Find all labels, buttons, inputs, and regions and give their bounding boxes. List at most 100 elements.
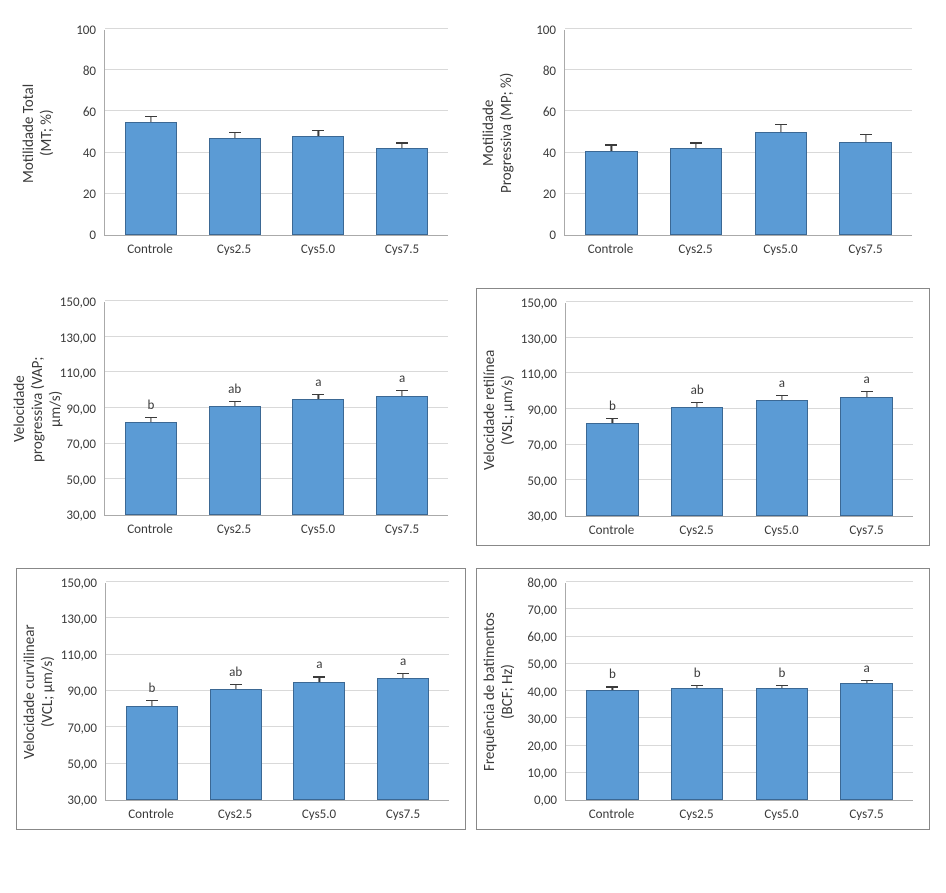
y-tick-label: 10,00 (527, 766, 557, 781)
bar-annotation: ab (229, 665, 242, 680)
bar (209, 138, 261, 235)
bar-annotation: b (694, 666, 701, 681)
bar-slot (277, 30, 361, 235)
bar (756, 400, 809, 516)
y-axis-label: Velocidade retilínea (VSL; μm/s) (479, 303, 519, 517)
plot-area: b ab a a (105, 583, 449, 801)
bar-annotation: b (778, 666, 785, 681)
y-axis-label: Frequência de batimentos (BCF; Hz) (479, 583, 519, 801)
bar-slot (739, 30, 824, 235)
y-tick-label: 80 (83, 64, 96, 79)
bar-slot: b (570, 303, 655, 516)
y-tick-label: 110,00 (60, 366, 96, 381)
y-axis-label: Velocidade progressiva (VAP; μm/s) (18, 302, 58, 516)
y-tick-label: 30,00 (66, 508, 96, 523)
x-tick-label: Cys2.5 (192, 242, 276, 257)
y-tick-label: 0 (89, 228, 96, 243)
x-tick-label: Controle (108, 242, 192, 257)
bar-slot (109, 30, 193, 235)
y-tick-label: 50,00 (527, 474, 557, 489)
x-tick-label: Controle (109, 807, 193, 822)
bar-slot: a (277, 302, 361, 515)
bar (756, 688, 809, 800)
bar-annotation: a (864, 372, 870, 387)
x-tick-label: Cys7.5 (360, 522, 444, 537)
x-tick-label: Controle (569, 523, 654, 538)
grid-line (105, 28, 448, 29)
x-tick-label: Cys7.5 (360, 242, 444, 257)
y-tick-label: 20 (83, 187, 96, 202)
x-tick-label: Cys2.5 (654, 523, 739, 538)
x-tick-label: Cys2.5 (654, 807, 739, 822)
bars-container: bbba (566, 583, 913, 800)
bar (126, 706, 178, 800)
bar-slot (193, 30, 277, 235)
bar-slot: a (824, 303, 909, 516)
bar (755, 132, 808, 235)
bar (585, 151, 638, 235)
bar-annotation: a (400, 654, 406, 669)
bars-container (565, 30, 912, 235)
bar (586, 423, 639, 516)
y-tick-label: 150,00 (61, 576, 97, 591)
x-tick-label: Controle (569, 807, 654, 822)
chart-panel-vsl: Velocidade retilínea (VSL; μm/s)150,0013… (476, 288, 930, 546)
y-tick-label: 130,00 (60, 331, 96, 346)
chart-panel-vcl: Velocidade curvilinear (VCL; μm/s)150,00… (16, 568, 466, 830)
grid-line (566, 301, 913, 302)
x-tick-label: Cys2.5 (192, 522, 276, 537)
bar-slot: a (278, 583, 362, 800)
y-tick-label: 70,00 (527, 438, 557, 453)
bar-slot (823, 30, 908, 235)
bar-annotation: a (779, 376, 785, 391)
x-axis: ControleCys2.5Cys5.0Cys7.5 (565, 807, 913, 822)
bar-slot: b (110, 583, 194, 800)
bar (671, 688, 724, 800)
bar-slot: ab (193, 302, 277, 515)
x-axis: ControleCys2.5Cys5.0Cys7.5 (104, 242, 448, 257)
bar (377, 678, 429, 800)
y-tick-label: 80,00 (527, 576, 557, 591)
y-tick-label: 70,00 (527, 603, 557, 618)
y-axis-label: Velocidade curvilinear (VCL; μm/s) (19, 583, 59, 801)
y-tick-label: 150,00 (60, 295, 96, 310)
y-tick-label: 70,00 (66, 437, 96, 452)
chart-grid: Motilidade Total (MT; %)100806040200Cont… (0, 0, 946, 893)
x-axis: ControleCys2.5Cys5.0Cys7.5 (104, 522, 448, 537)
y-tick-label: 40 (543, 146, 556, 161)
bar-slot: b (109, 302, 193, 515)
bar (292, 399, 344, 515)
y-tick-label: 110,00 (521, 367, 557, 382)
bar-annotation: b (609, 667, 616, 682)
bar-annotation: b (147, 398, 154, 413)
grid-line (565, 28, 912, 29)
plot-area: bbba (565, 583, 913, 801)
x-tick-label: Cys7.5 (361, 807, 445, 822)
bars-container (105, 30, 448, 235)
y-tick-label: 20,00 (527, 739, 557, 754)
y-tick-label: 80 (543, 64, 556, 79)
x-tick-label: Cys5.0 (276, 522, 360, 537)
bar-slot: a (824, 583, 909, 800)
bar-annotation: a (864, 661, 870, 676)
y-tick-label: 90,00 (67, 684, 97, 699)
x-tick-label: Cys7.5 (824, 523, 909, 538)
y-tick-label: 90,00 (527, 403, 557, 418)
bar-annotation: a (315, 375, 321, 390)
grid-line (566, 581, 913, 582)
y-tick-label: 100 (536, 23, 556, 38)
chart-panel-mt: Motilidade Total (MT; %)100806040200Cont… (16, 16, 466, 266)
plot-area (564, 30, 912, 236)
bar-annotation: b (609, 399, 616, 414)
y-tick-label: 70,00 (67, 721, 97, 736)
bars-container: babaa (566, 303, 913, 516)
x-tick-label: Cys2.5 (193, 807, 277, 822)
bar-slot: b (740, 583, 825, 800)
y-tick-label: 150,00 (521, 296, 557, 311)
bar (586, 690, 639, 800)
bar (670, 148, 723, 235)
x-tick-label: Cys5.0 (738, 242, 823, 257)
x-axis: ControleCys2.5Cys5.0Cys7.5 (564, 242, 912, 257)
y-tick-label: 30,00 (67, 793, 97, 808)
y-tick-label: 20 (543, 187, 556, 202)
